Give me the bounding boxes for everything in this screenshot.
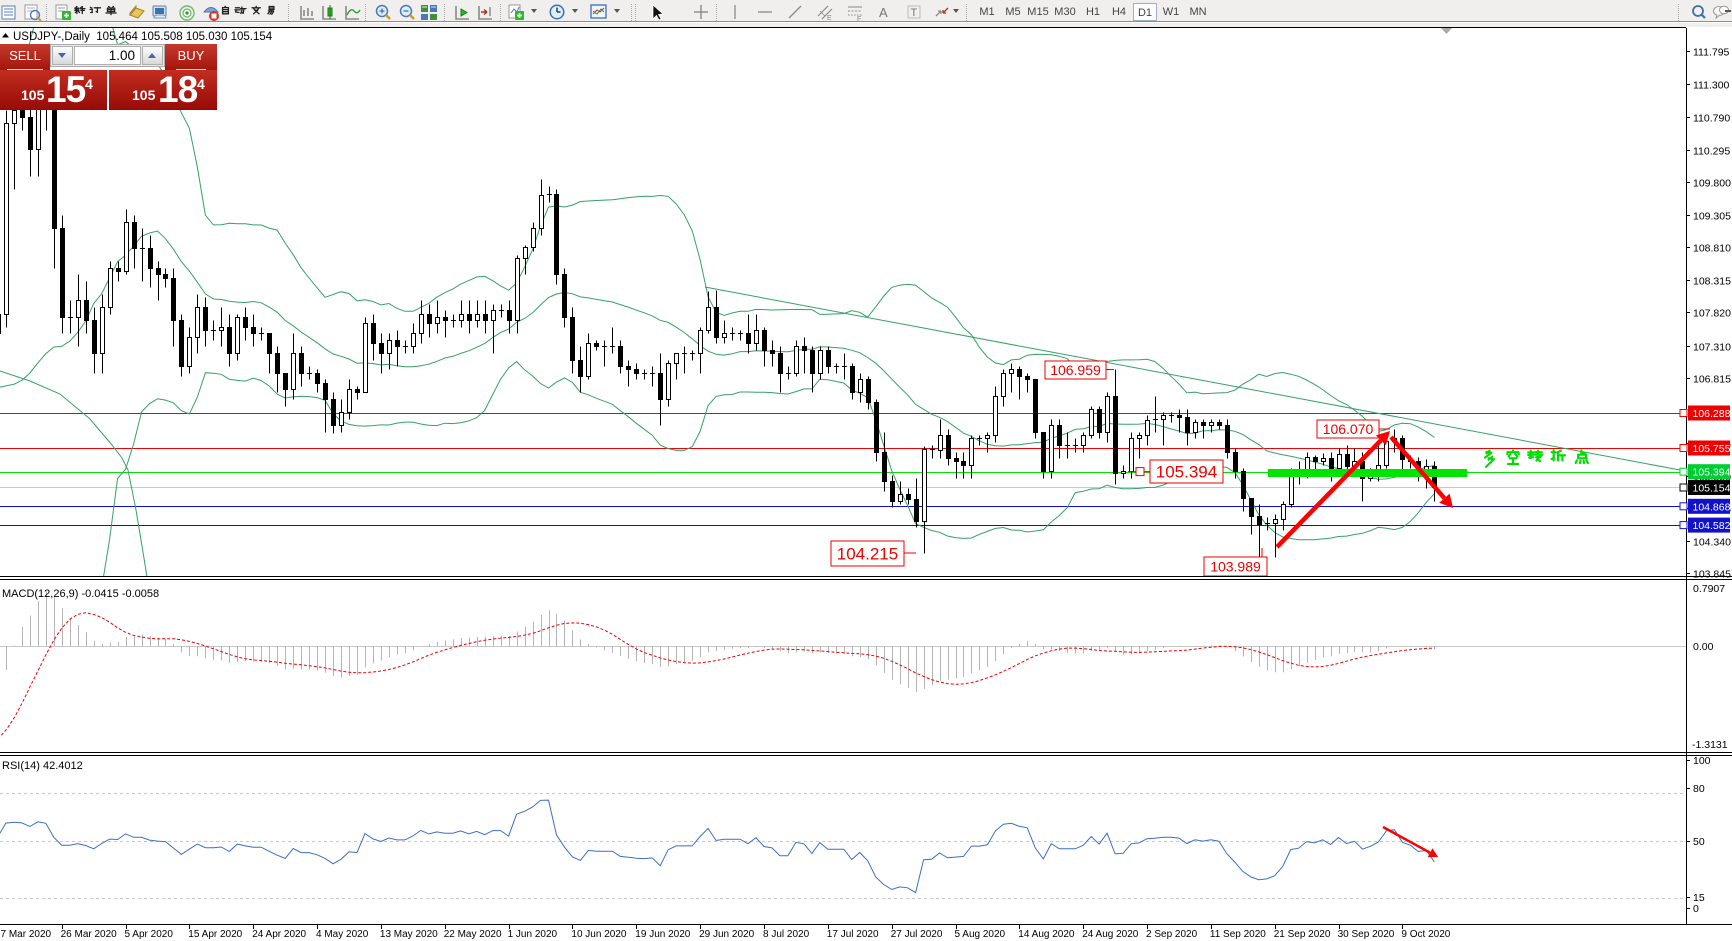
svg-text:111.795: 111.795 — [1693, 47, 1730, 59]
svg-text:104.582: 104.582 — [1693, 520, 1731, 532]
svg-text:110.790: 110.790 — [1693, 113, 1730, 125]
svg-text:0: 0 — [1693, 903, 1699, 915]
svg-text:105.394: 105.394 — [1693, 467, 1731, 479]
svg-text:2 Sep 2020: 2 Sep 2020 — [1146, 929, 1198, 940]
svg-text:13 May 2020: 13 May 2020 — [380, 929, 438, 940]
svg-text:109.800: 109.800 — [1693, 178, 1731, 190]
svg-text:21 Sep 2020: 21 Sep 2020 — [1274, 929, 1331, 940]
svg-text:MACD(12,26,9) -0.0415 -0.0058: MACD(12,26,9) -0.0415 -0.0058 — [2, 588, 159, 600]
svg-text:110.295: 110.295 — [1693, 146, 1730, 158]
svg-text:24 Aug 2020: 24 Aug 2020 — [1082, 929, 1139, 940]
svg-text:8 Jul 2020: 8 Jul 2020 — [763, 929, 810, 940]
svg-text:11 Sep 2020: 11 Sep 2020 — [1210, 929, 1266, 940]
svg-text:1 Jun 2020: 1 Jun 2020 — [508, 929, 558, 940]
svg-text:22 May 2020: 22 May 2020 — [444, 929, 502, 940]
svg-text:9 Oct 2020: 9 Oct 2020 — [1401, 929, 1450, 940]
svg-text:106.070: 106.070 — [1323, 421, 1374, 437]
svg-text:T: T — [911, 7, 918, 19]
svg-text:106.959: 106.959 — [1050, 362, 1101, 378]
svg-text:-1.3131: -1.3131 — [1692, 739, 1728, 751]
svg-text:15 Apr 2020: 15 Apr 2020 — [188, 929, 242, 940]
svg-text:104.340: 104.340 — [1693, 537, 1731, 549]
svg-text:19 Jun 2020: 19 Jun 2020 — [635, 929, 690, 940]
svg-text:0.7907: 0.7907 — [1693, 583, 1725, 595]
svg-text:USDJPY-,Daily 105.464 105.508: USDJPY-,Daily 105.464 105.508 105.030 10… — [13, 31, 273, 43]
svg-text:106.815: 106.815 — [1693, 374, 1731, 386]
svg-text:17 Jul 2020: 17 Jul 2020 — [827, 929, 879, 940]
svg-text:E: E — [827, 15, 832, 22]
svg-text:10 Jun 2020: 10 Jun 2020 — [571, 929, 626, 940]
svg-text:30 Sep 2020: 30 Sep 2020 — [1338, 929, 1395, 940]
svg-text:107.310: 107.310 — [1693, 342, 1731, 354]
svg-text:0.00: 0.00 — [1693, 641, 1714, 653]
svg-text:105.394: 105.394 — [1156, 463, 1217, 482]
svg-text:111.300: 111.300 — [1693, 80, 1730, 92]
svg-text:105.755: 105.755 — [1693, 443, 1731, 455]
svg-text:108.810: 108.810 — [1693, 243, 1731, 255]
svg-text:103.989: 103.989 — [1210, 559, 1261, 575]
svg-text:7 Mar 2020: 7 Mar 2020 — [1, 929, 52, 940]
svg-text:29 Jun 2020: 29 Jun 2020 — [699, 929, 754, 940]
svg-text:104.868: 104.868 — [1693, 501, 1731, 513]
svg-text:15: 15 — [1693, 892, 1705, 904]
svg-text:24 Apr 2020: 24 Apr 2020 — [252, 929, 306, 940]
svg-text:RSI(14) 42.4012: RSI(14) 42.4012 — [2, 760, 83, 772]
svg-text:26 Mar 2020: 26 Mar 2020 — [61, 929, 118, 940]
svg-text:104.215: 104.215 — [837, 545, 898, 564]
svg-text:5 Aug 2020: 5 Aug 2020 — [955, 929, 1006, 940]
svg-text:106.288: 106.288 — [1693, 408, 1731, 420]
svg-text:103.845: 103.845 — [1693, 569, 1731, 581]
svg-text:14 Aug 2020: 14 Aug 2020 — [1018, 929, 1075, 940]
svg-text:F: F — [857, 16, 861, 23]
svg-text:105.154: 105.154 — [1693, 483, 1731, 495]
svg-text:108.315: 108.315 — [1693, 276, 1731, 288]
svg-text:100: 100 — [1693, 755, 1711, 767]
svg-text:4 May 2020: 4 May 2020 — [316, 929, 369, 940]
svg-text:A: A — [879, 5, 888, 20]
svg-text:50: 50 — [1693, 836, 1705, 848]
svg-text:107.820: 107.820 — [1693, 308, 1731, 320]
svg-text:109.305: 109.305 — [1693, 211, 1731, 223]
svg-text:80: 80 — [1693, 783, 1705, 795]
svg-text:5 Apr 2020: 5 Apr 2020 — [125, 929, 174, 940]
svg-text:27 Jul 2020: 27 Jul 2020 — [891, 929, 943, 940]
